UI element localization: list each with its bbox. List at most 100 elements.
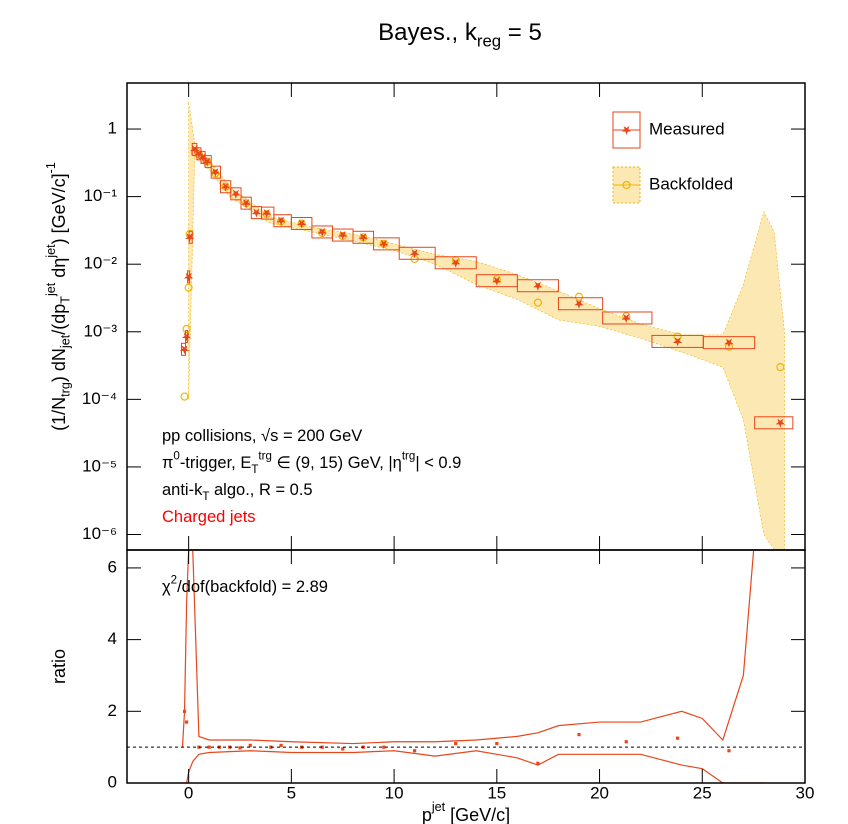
marker (241, 199, 251, 209)
y-tick-label: 10⁻³ (83, 321, 117, 340)
text-part: T (202, 491, 209, 503)
text-part: χ (162, 578, 171, 596)
legend-label: Backfolded (649, 174, 733, 193)
marker (184, 720, 189, 724)
y-tick-label: 10⁻² (83, 254, 117, 273)
error-box (240, 196, 252, 210)
text-part: ∈ (9, 15) GeV, |η (272, 454, 402, 472)
text-part: Bayes., k (378, 19, 478, 46)
y-tick-label: 10⁻⁴ (82, 389, 117, 408)
y-axis-label: ratio (49, 649, 69, 684)
marker (179, 345, 190, 355)
y-tick-label: 2 (108, 701, 117, 720)
text-part: = 5 (501, 19, 542, 46)
error-box (557, 297, 604, 311)
annotation: anti-kT algo., R = 0.5 (162, 481, 313, 502)
text-part: jet (59, 334, 73, 349)
text-part: ) [GeV/c] (49, 173, 69, 244)
text-part: anti-k (162, 481, 203, 499)
marker (202, 157, 212, 167)
text-part: (1/N (49, 397, 69, 431)
marker (317, 227, 327, 237)
marker (296, 219, 307, 229)
marker (574, 292, 584, 301)
text-part: jet (44, 282, 58, 297)
marker (207, 745, 211, 749)
error-box (290, 217, 313, 231)
text-part: T (59, 296, 73, 304)
error-box (602, 311, 653, 325)
marker (533, 281, 543, 291)
text-part: trg (402, 451, 415, 463)
x-tick-label: 20 (590, 783, 609, 802)
marker (621, 125, 632, 135)
y-tick-label: 4 (108, 629, 117, 648)
y-tick-label: 10⁻¹ (83, 186, 117, 205)
error-box (230, 187, 242, 201)
error-box (434, 256, 477, 270)
marker (536, 761, 540, 765)
marker (183, 272, 194, 282)
marker (198, 153, 208, 163)
text-part: 0 (173, 451, 179, 463)
marker (190, 145, 200, 155)
legend-label: Measured (649, 119, 725, 138)
y-tick-label: 6 (108, 557, 117, 576)
text-part: /dof(backfold) = 2.89 (177, 578, 328, 596)
text-part: Charged jets (162, 508, 256, 526)
text-part: algo., R = 0.5 (209, 481, 312, 499)
text-part: T (251, 464, 258, 476)
x-tick-label: 30 (796, 783, 815, 802)
x-tick-label: 25 (693, 783, 712, 802)
error-box (754, 416, 794, 430)
marker (320, 745, 324, 749)
text-part: reg (477, 32, 501, 51)
marker (492, 276, 502, 286)
error-box (219, 180, 232, 194)
error-box (702, 336, 756, 350)
chart-title: Bayes., kreg = 5 (378, 19, 542, 50)
marker (413, 749, 417, 753)
marker (197, 745, 201, 749)
text-part: trg (258, 451, 271, 463)
marker (358, 233, 369, 243)
error-box (373, 237, 400, 251)
marker (776, 363, 785, 372)
marker (182, 324, 191, 334)
text-part: | < 0.9 (415, 454, 461, 472)
marker (269, 745, 273, 749)
text-part: ratio (49, 649, 69, 684)
marker (676, 736, 680, 740)
marker (574, 299, 584, 309)
x-axis-label: pjet [GeV/c] (422, 800, 510, 824)
marker (337, 231, 348, 241)
text-part: jet (44, 244, 58, 259)
x-tick-label: 10 (385, 783, 404, 802)
marker (577, 733, 581, 737)
marker (379, 239, 389, 249)
text-part: dη (49, 258, 69, 283)
marker (622, 180, 631, 190)
error-box (398, 246, 436, 260)
error-box (261, 206, 275, 220)
marker (724, 338, 734, 348)
text-part: 2 (171, 575, 177, 587)
x-tick-label: 15 (487, 783, 506, 802)
text-part: ) dN (49, 348, 69, 382)
marker (181, 332, 192, 342)
marker (621, 313, 632, 323)
band-lower (182, 750, 764, 783)
marker (495, 741, 499, 746)
marker (194, 149, 204, 159)
marker (276, 216, 286, 226)
marker (382, 745, 386, 749)
marker (775, 418, 786, 428)
y-axis-label: (1/Ntrg) dNjet/(dpTjet dηjet) [GeV/c]-1 (44, 162, 72, 431)
marker (624, 740, 628, 744)
marker (533, 298, 543, 307)
x-tick-label: 0 (184, 783, 193, 802)
marker (454, 741, 458, 746)
marker (210, 168, 221, 178)
marker (251, 208, 262, 218)
marker (248, 743, 252, 747)
